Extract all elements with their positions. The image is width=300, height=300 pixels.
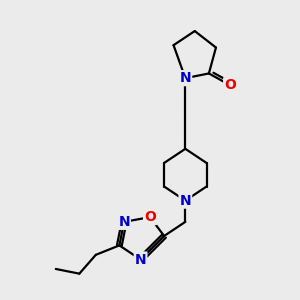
- Text: N: N: [135, 253, 146, 266]
- Text: O: O: [144, 210, 156, 224]
- Text: O: O: [224, 78, 236, 92]
- Text: N: N: [118, 215, 130, 229]
- Text: N: N: [179, 71, 191, 85]
- Text: N: N: [179, 194, 191, 208]
